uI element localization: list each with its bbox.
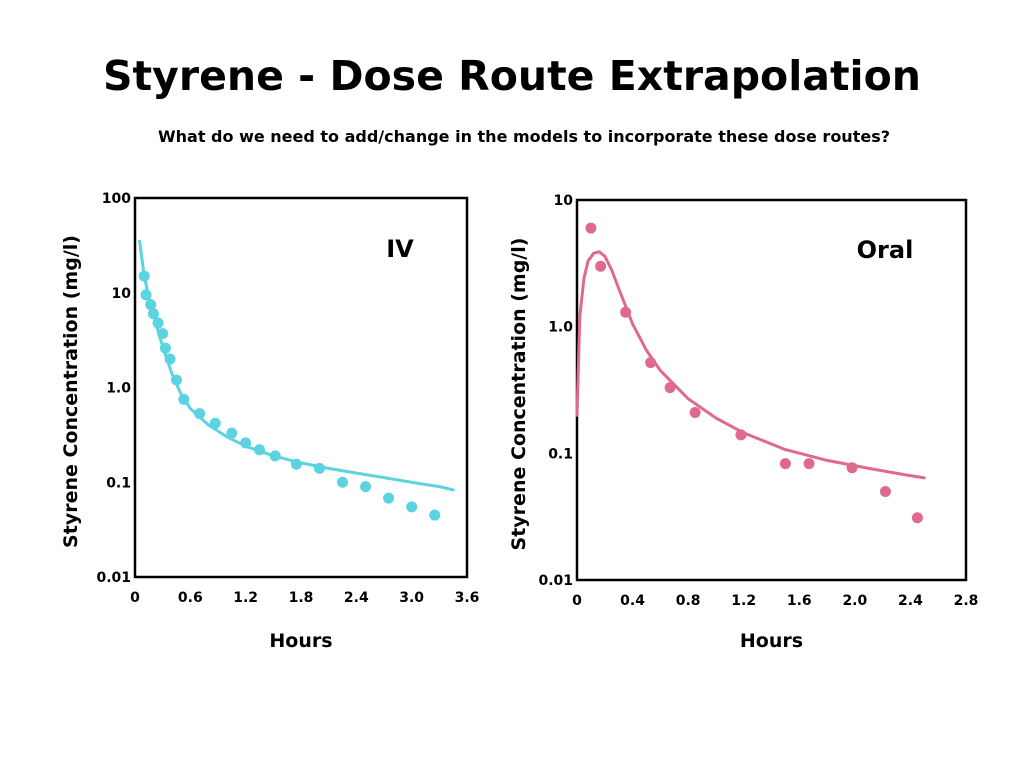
data-point [911, 512, 923, 524]
x-tick-label: 0 [572, 593, 582, 609]
x-tick-label: 1.6 [787, 593, 812, 609]
x-tick-label: 1.2 [233, 590, 258, 606]
data-point [879, 485, 891, 497]
x-tick-label: 1.8 [289, 590, 314, 606]
data-point [585, 222, 597, 234]
model-curve [138, 239, 455, 492]
x-tick-label: 2.8 [954, 593, 979, 609]
data-point [595, 260, 607, 272]
x-tick-label: 2.0 [842, 593, 867, 609]
plot-frame [133, 196, 469, 579]
model-curve [575, 250, 926, 480]
data-point [226, 427, 238, 439]
slide-title: Styrene - Dose Route Extrapolation [103, 52, 921, 100]
y-axis-label: Styrene Concentration (mg/l) [508, 238, 530, 551]
y-tick-label: 100 [102, 191, 131, 207]
data-point [429, 509, 441, 521]
x-axis-label: Hours [269, 630, 332, 652]
slide-subtitle: What do we need to add/change in the mod… [158, 127, 890, 146]
x-tick-label: 2.4 [898, 593, 923, 609]
y-axis-label: Styrene Concentration (mg/l) [60, 235, 82, 548]
x-tick-label: 0 [130, 590, 140, 606]
x-tick-label: 3.0 [399, 590, 424, 606]
data-point [779, 458, 791, 470]
panel-label: Oral [857, 236, 914, 264]
y-tick-label: 0.1 [106, 475, 131, 491]
data-point [360, 481, 372, 493]
data-point [406, 501, 418, 513]
x-tick-label: 2.4 [344, 590, 369, 606]
data-point [803, 458, 815, 470]
x-tick-label: 0.8 [676, 593, 701, 609]
y-tick-label: 10 [554, 193, 574, 209]
data-point [383, 492, 395, 504]
data-point [337, 476, 348, 488]
y-tick-label: 0.1 [548, 446, 573, 462]
y-tick-label: 1.0 [106, 381, 131, 397]
y-tick-label: 0.01 [538, 573, 573, 589]
x-axis-label: Hours [740, 630, 803, 652]
x-tick-label: 3.6 [455, 590, 480, 606]
y-tick-label: 10 [112, 286, 132, 302]
x-tick-label: 0.4 [620, 593, 645, 609]
y-tick-label: 1.0 [548, 320, 573, 336]
y-tick-label: 0.01 [96, 570, 131, 586]
x-tick-label: 1.2 [731, 593, 756, 609]
data-point [689, 407, 701, 419]
panel-label: IV [386, 235, 414, 263]
x-tick-label: 0.6 [178, 590, 203, 606]
